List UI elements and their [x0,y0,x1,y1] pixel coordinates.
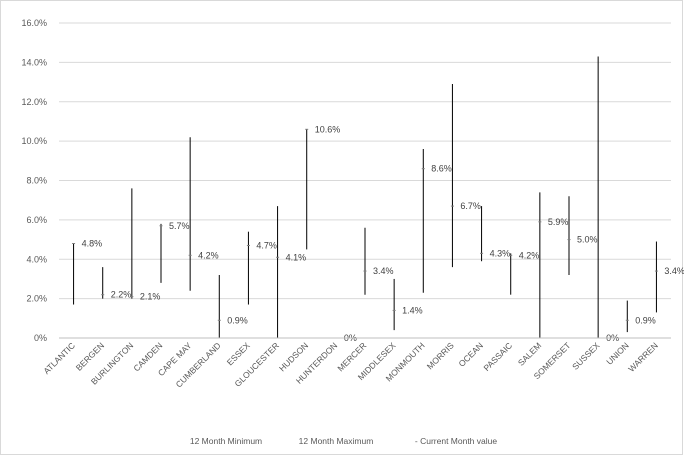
data-label: 4.7% [256,240,277,250]
data-label: 8.6% [431,164,452,174]
data-label: 5.9% [548,217,569,227]
y-tick-label: 10.0% [21,136,47,146]
x-tick-label: SALEM [516,340,543,367]
x-tick-label: ATLANTIC [41,340,77,376]
x-tick-label: SUSSEX [570,340,602,372]
x-tick-label: UNION [604,340,630,366]
x-tick-label: MORRIS [425,340,456,371]
data-label: 3.4% [373,266,394,276]
x-tick-label: OCEAN [457,340,485,368]
data-label: 2.1% [140,292,161,302]
x-tick-label: ESSEX [225,340,252,367]
data-label: 0.9% [635,315,656,325]
data-label: 5.7% [169,221,190,231]
y-tick-label: 16.0% [21,18,47,28]
x-tick-label: WARREN [626,340,660,374]
data-label: 4.3% [490,248,511,258]
legend-entry: - Current Month value [415,436,497,446]
data-label: 10.6% [315,124,341,134]
data-label: 6.7% [460,201,481,211]
y-tick-label: 12.0% [21,97,47,107]
y-tick-label: 14.0% [21,57,47,67]
data-label: 4.2% [198,250,219,260]
y-tick-label: 6.0% [26,215,47,225]
data-label: 0.9% [227,315,248,325]
legend-entry: 12 Month Maximum [299,436,374,446]
data-label: 2.2% [111,290,132,300]
data-label: 5.0% [577,235,598,245]
data-label: 1.4% [402,305,423,315]
y-tick-label: 2.0% [26,294,47,304]
data-label: 3.4% [664,266,684,276]
data-label: 4.2% [519,250,540,260]
y-tick-label: 8.0% [26,176,47,186]
y-tick-label: 0% [34,333,47,343]
data-label: 4.1% [286,252,307,262]
data-marks: 4.8%2.2% 2.1%5.7%4.2%0.9%4.7%4.1%10.6%0%3… [72,56,684,343]
legend-entry: 12 Month Minimum [190,436,262,446]
data-label: 4.8% [82,239,103,249]
y-axis: 0% 2.0% 4.0% 6.0% 8.0% 10.0% 12.0% 14.0% 16.0% [21,18,47,343]
x-tick-label: PASSAIC [481,340,514,373]
legend: 12 Month Minimum 12 Month Maximum - Curren… [190,436,498,446]
y-tick-label: 4.0% [26,254,47,264]
